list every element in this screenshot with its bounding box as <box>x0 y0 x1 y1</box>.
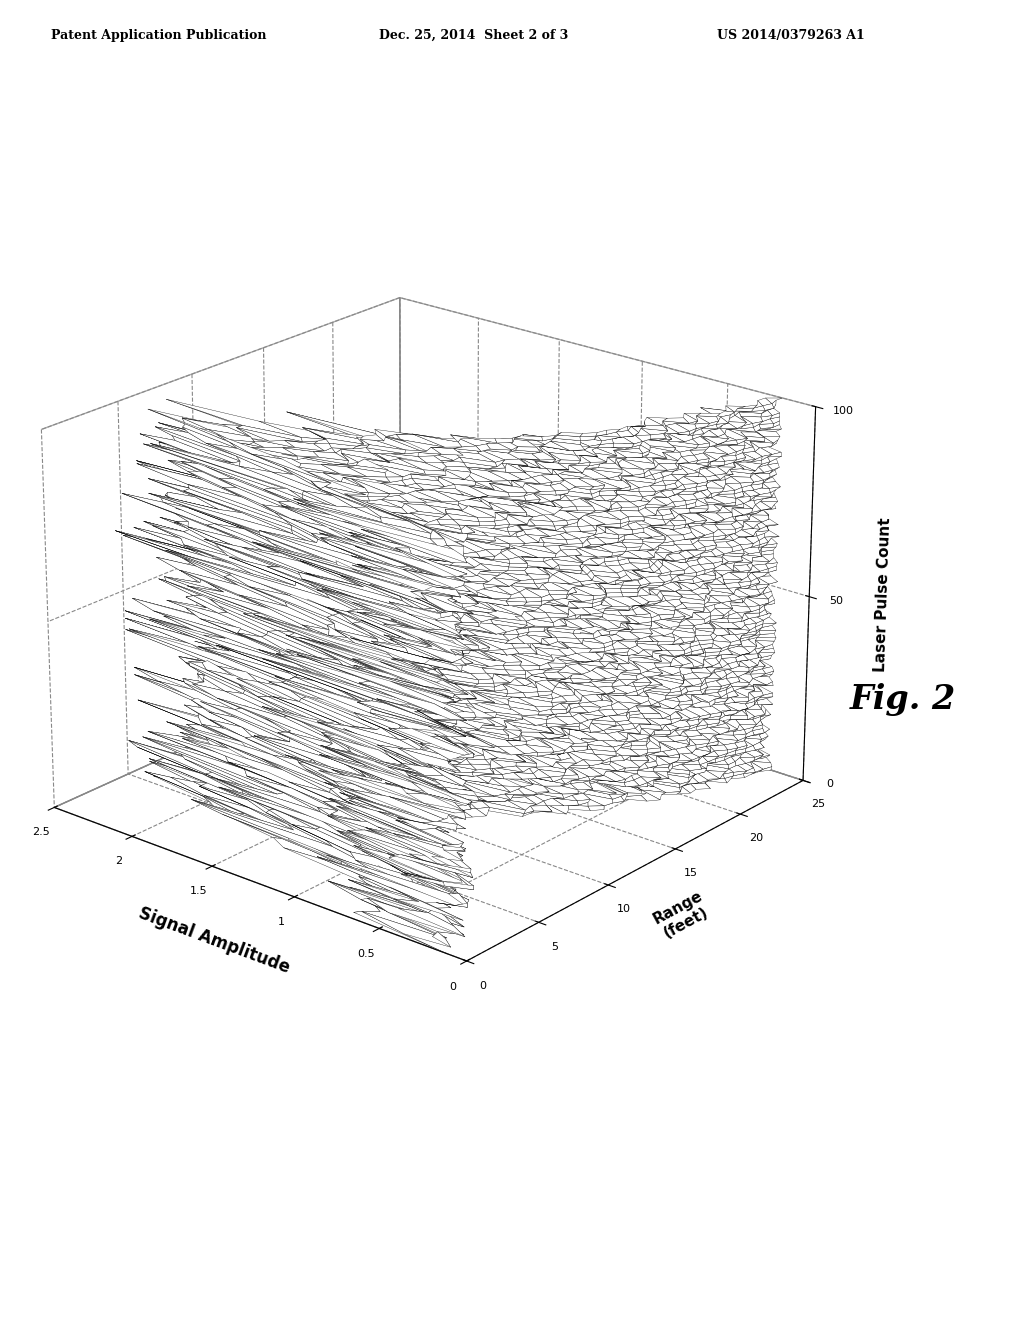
Text: Patent Application Publication: Patent Application Publication <box>51 29 266 42</box>
Y-axis label: Range
(feet): Range (feet) <box>650 888 714 942</box>
X-axis label: Signal Amplitude: Signal Amplitude <box>136 904 293 977</box>
Text: Fig. 2: Fig. 2 <box>850 684 956 715</box>
Text: US 2014/0379263 A1: US 2014/0379263 A1 <box>717 29 864 42</box>
Text: Dec. 25, 2014  Sheet 2 of 3: Dec. 25, 2014 Sheet 2 of 3 <box>379 29 568 42</box>
